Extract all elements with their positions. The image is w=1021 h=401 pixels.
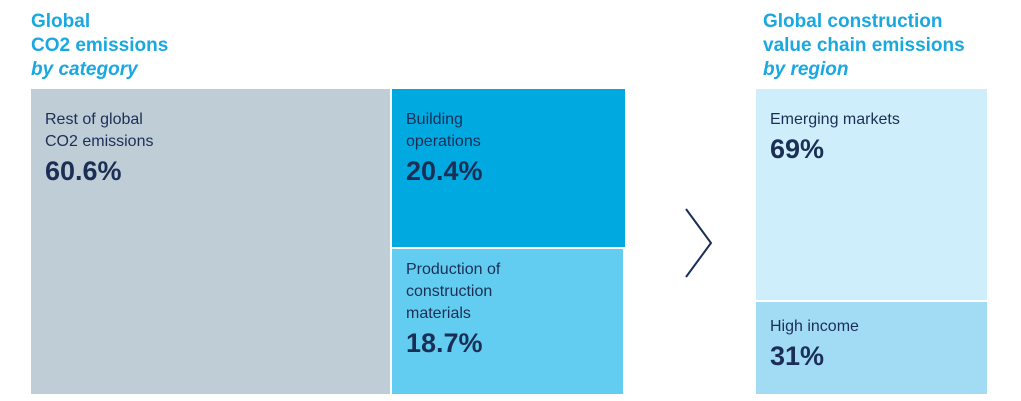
right-title-subtitle: by region <box>763 59 849 80</box>
tile-label: Building operations <box>406 111 481 150</box>
tile-label: Rest of global CO2 emissions <box>45 111 154 150</box>
right-title-line-1: Global construction <box>763 11 943 32</box>
treemap-tile-construction-materials: Production of construction materials 18.… <box>392 249 623 394</box>
right-title-line-2: value chain emissions <box>763 35 965 56</box>
left-title-line-2: CO2 emissions <box>31 35 169 56</box>
tile-value: 60.6% <box>45 156 122 186</box>
left-chart-title: Global CO2 emissions by category <box>31 10 168 82</box>
right-chart-title: Global construction value chain emission… <box>763 10 965 82</box>
tile-value: 20.4% <box>406 156 483 186</box>
tile-label: Production of construction materials <box>406 261 501 322</box>
tile-value: 69% <box>770 134 825 164</box>
chevron-right-icon <box>685 208 713 278</box>
left-title-line-1: Global <box>31 11 91 32</box>
tile-value: 31% <box>770 341 825 371</box>
tile-label: High income <box>770 318 859 335</box>
tile-label: Emerging markets <box>770 111 900 128</box>
treemap-tile-high-income: High income 31% <box>756 302 987 394</box>
left-title-subtitle: by category <box>31 59 138 80</box>
treemap-tile-emerging-markets: Emerging markets 69% <box>756 89 987 300</box>
tile-value: 18.7% <box>406 328 483 358</box>
treemap-tile-rest-of-global: Rest of global CO2 emissions 60.6% <box>31 89 390 394</box>
treemap-tile-building-operations: Building operations 20.4% <box>392 89 625 247</box>
